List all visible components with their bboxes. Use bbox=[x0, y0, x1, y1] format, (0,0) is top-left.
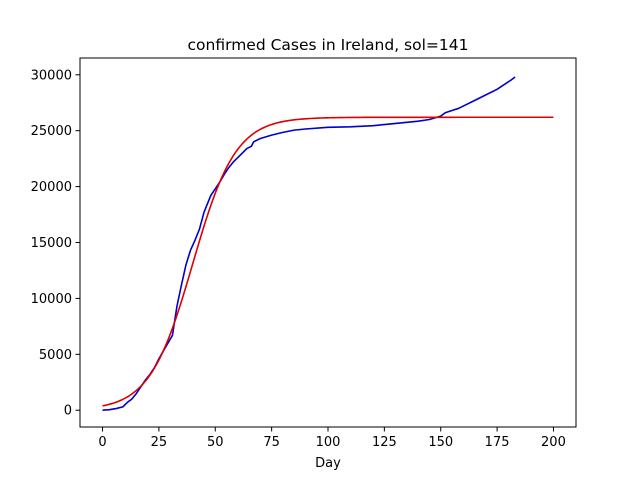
x-tick-label: 200 bbox=[541, 435, 566, 450]
x-tick-label: 50 bbox=[207, 435, 224, 450]
y-tick-label: 0 bbox=[64, 404, 72, 419]
x-tick-label: 75 bbox=[263, 435, 280, 450]
series-layer bbox=[102, 76, 554, 412]
x-axis: 0 25 50 75 100 125 150 175 200 bbox=[98, 427, 566, 450]
chart-title: confirmed Cases in Ireland, sol=141 bbox=[188, 36, 469, 54]
y-tick-label: 10000 bbox=[31, 292, 72, 307]
x-tick-label: 175 bbox=[485, 435, 510, 450]
x-tick-label: 0 bbox=[98, 435, 106, 450]
x-tick-label: 125 bbox=[372, 435, 397, 450]
y-tick-label: 5000 bbox=[39, 348, 72, 363]
y-tick-label: 25000 bbox=[31, 124, 72, 139]
x-tick-label: 100 bbox=[316, 435, 341, 450]
y-tick-label: 15000 bbox=[31, 236, 72, 251]
x-tick-label: 150 bbox=[428, 435, 453, 450]
x-axis-label: Day bbox=[315, 456, 341, 471]
y-axis: 0 5000 10000 15000 20000 25000 30000 bbox=[31, 68, 80, 419]
y-tick-label: 20000 bbox=[31, 180, 72, 195]
x-tick-label: 25 bbox=[151, 435, 168, 450]
y-tick-label: 30000 bbox=[31, 68, 72, 83]
fitted-curve-line bbox=[102, 116, 554, 407]
